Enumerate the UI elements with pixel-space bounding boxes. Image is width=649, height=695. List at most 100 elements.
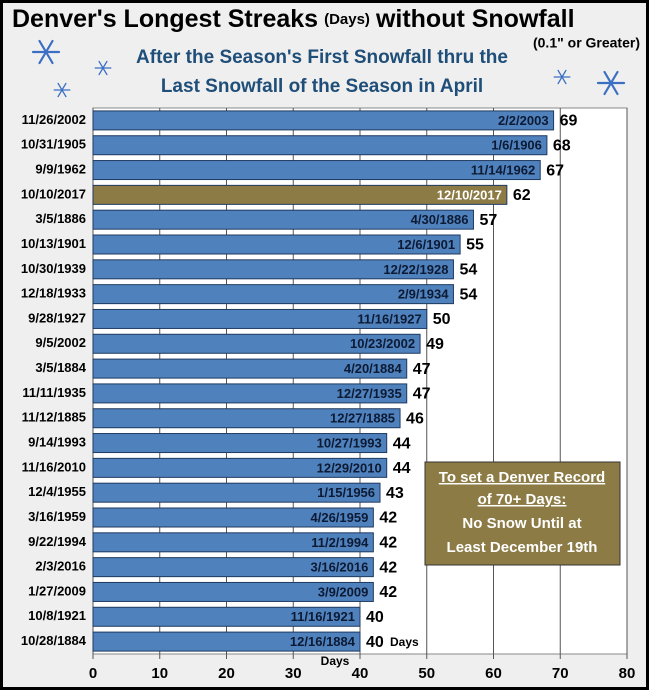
y-tick-label: 9/9/1962 <box>35 161 86 176</box>
y-tick-label: 12/4/1955 <box>28 484 86 499</box>
annotation-body: No Snow Until at <box>462 515 581 532</box>
value-label: 42 <box>379 584 397 601</box>
threshold-note: (0.1" or Greater) <box>533 35 640 51</box>
y-tick-label: 1/27/2009 <box>28 583 86 598</box>
value-label: 68 <box>553 137 571 154</box>
snowflake <box>31 39 61 65</box>
y-tick-label: 10/8/1921 <box>28 608 86 623</box>
bar <box>92 209 474 230</box>
bar <box>92 110 555 131</box>
value-label: 40 <box>366 634 384 651</box>
annotation-heading: of 70+ Days: <box>478 491 567 508</box>
end-date-label: 12/6/1901 <box>397 237 455 252</box>
end-date-label: 12/16/1884 <box>290 634 356 649</box>
bar <box>92 507 374 528</box>
value-label: 42 <box>379 535 397 552</box>
bar <box>92 457 388 478</box>
y-tick-label: 2/3/2016 <box>35 559 86 574</box>
bar <box>92 532 374 553</box>
bar <box>92 234 461 255</box>
annotation-heading: To set a Denver Record <box>439 469 605 486</box>
value-unit-label: Days <box>390 635 419 649</box>
end-date-label: 12/27/1935 <box>337 386 402 401</box>
bar <box>92 631 361 652</box>
end-date-label: 12/29/2010 <box>317 460 382 475</box>
y-tick-label: 10/13/1901 <box>21 236 86 251</box>
title-unit: (Days) <box>324 11 370 28</box>
end-date-label: 3/16/2016 <box>311 560 369 575</box>
y-tick-label: 9/28/1927 <box>28 310 86 325</box>
title-main: Denver's Longest Streaks <box>12 5 318 33</box>
value-label: 67 <box>546 162 564 179</box>
value-label: 69 <box>560 113 578 130</box>
value-label: 50 <box>433 311 451 328</box>
y-tick-label: 10/31/1905 <box>21 137 86 152</box>
end-date-label: 1/6/1906 <box>491 138 542 153</box>
y-tick-label: 9/14/1993 <box>28 434 86 449</box>
bar <box>92 308 428 329</box>
y-tick-label: 3/5/1886 <box>35 211 86 226</box>
y-tick-label: 12/18/1933 <box>21 286 86 301</box>
x-tick-label: 30 <box>285 665 302 682</box>
end-date-label: 1/15/1956 <box>317 485 375 500</box>
end-date-label: 12/10/2017 <box>437 187 502 202</box>
bar <box>92 557 374 578</box>
value-label: 47 <box>413 361 431 378</box>
value-label: 54 <box>459 286 477 303</box>
y-tick-label: 11/11/1935 <box>22 385 86 400</box>
x-tick-label: 70 <box>552 665 569 682</box>
x-tick-label: 40 <box>352 665 369 682</box>
snowflake <box>596 70 626 96</box>
value-label: 54 <box>459 262 477 279</box>
end-date-label: 3/9/2009 <box>318 584 369 599</box>
y-tick-label: 11/26/2002 <box>22 112 86 127</box>
end-date-label: 12/22/1928 <box>383 262 448 277</box>
y-tick-label: 10/30/1939 <box>21 261 86 276</box>
value-label: 42 <box>379 510 397 527</box>
bar <box>92 606 361 627</box>
snowflake <box>53 82 71 98</box>
x-tick-label: 20 <box>218 665 235 682</box>
end-date-label: 11/16/1927 <box>357 311 421 326</box>
end-date-label: 10/27/1993 <box>317 435 382 450</box>
bar <box>92 284 454 305</box>
x-tick-label: 10 <box>151 665 168 682</box>
y-tick-label: 9/5/2002 <box>35 335 86 350</box>
y-tick-label: 3/16/1959 <box>28 509 86 524</box>
value-label: 40 <box>366 609 384 626</box>
x-tick-label: 0 <box>89 665 97 682</box>
end-date-label: 4/30/1886 <box>411 212 469 227</box>
end-date-label: 12/27/1885 <box>330 411 395 426</box>
value-label: 47 <box>413 386 431 403</box>
annotation-body: Least December 19th <box>447 539 598 556</box>
x-tick-label: 50 <box>418 665 435 682</box>
x-axis-label: Days <box>321 654 350 668</box>
bar <box>92 408 401 429</box>
end-date-label: 10/23/2002 <box>350 336 415 351</box>
bar <box>92 433 388 454</box>
value-label: 44 <box>393 460 411 477</box>
bar <box>92 383 408 404</box>
snowflake <box>553 69 571 85</box>
y-tick-label: 9/22/1994 <box>28 534 87 549</box>
bar <box>92 160 541 181</box>
bar <box>92 358 408 379</box>
x-tick-label: 60 <box>485 665 502 682</box>
end-date-label: 11/2/1994 <box>311 535 369 550</box>
y-tick-label: 10/28/1884 <box>21 633 87 648</box>
value-label: 49 <box>426 336 444 353</box>
y-tick-label: 10/10/2017 <box>21 186 86 201</box>
value-label: 46 <box>406 410 424 427</box>
value-label: 44 <box>393 435 411 452</box>
end-date-label: 11/16/1921 <box>291 609 355 624</box>
bar <box>92 135 548 156</box>
y-tick-label: 11/16/2010 <box>22 459 86 474</box>
end-date-label: 4/20/1884 <box>344 361 403 376</box>
annotation-box <box>424 461 621 566</box>
end-date-label: 2/2/2003 <box>498 113 549 128</box>
value-label: 43 <box>386 485 404 502</box>
y-tick-label: 11/12/1885 <box>22 410 86 425</box>
subtitle: After the Season's First Snowfall thru t… <box>136 47 508 68</box>
end-date-label: 11/14/1962 <box>471 162 535 177</box>
